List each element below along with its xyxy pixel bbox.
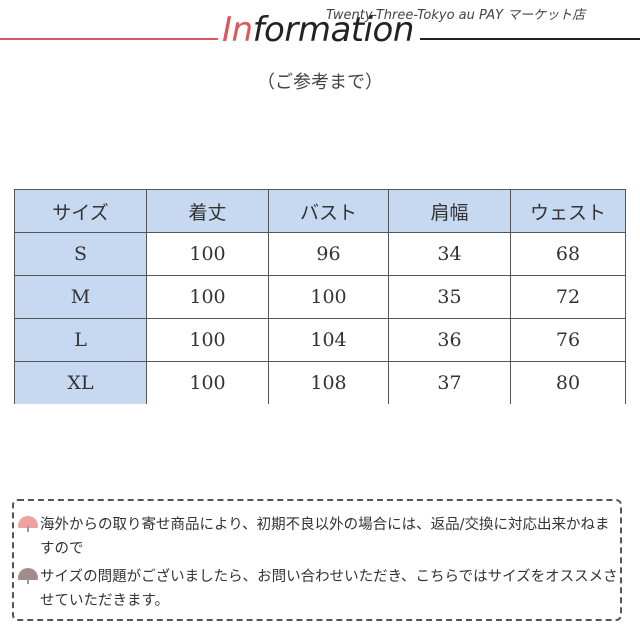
table-row: S 100 96 34 68 [14,232,626,276]
header-cell: 着丈 [146,189,269,233]
fan-icon [18,516,38,532]
table-cell: 68 [510,232,626,276]
table-row: L 100 104 36 76 [14,318,626,362]
table-cell: 34 [388,232,511,276]
size-cell: S [14,232,147,276]
table-cell: 100 [146,361,269,404]
header-cell: サイズ [14,189,147,233]
table-cell: 100 [146,275,269,319]
table-cell: 72 [510,275,626,319]
page-title: Information [222,10,414,50]
size-table: サイズ 着丈 バスト 肩幅 ウェスト S 100 96 34 68 M 100 … [14,189,626,404]
title-line-right [420,38,640,40]
size-cell: M [14,275,147,319]
shop-name: Twenty-Three-Tokyo au PAY マーケット店 [326,8,586,23]
table-cell: 76 [510,318,626,362]
notice-item: 海外からの取り寄せ商品により、初期不良以外の場合には、返品/交換に対応出来かねま… [18,513,620,561]
fan-icon [18,568,38,584]
table-cell: 37 [388,361,511,404]
table-cell: 36 [388,318,511,362]
title-accent: In [222,10,253,50]
header-cell: バスト [268,189,389,233]
size-cell: XL [14,361,147,404]
header-cell: 肩幅 [388,189,511,233]
table-cell: 96 [268,232,389,276]
table-row: M 100 100 35 72 [14,275,626,319]
notice-text: 海外からの取り寄せ商品により、初期不良以外の場合には、返品/交換に対応出来かねま… [40,517,610,557]
table-cell: 108 [268,361,389,404]
subtitle: （ご参考まで） [257,72,383,93]
title-line-left [0,38,218,40]
table-cell: 100 [146,318,269,362]
table-cell: 104 [268,318,389,362]
notice-text: サイズの問題がございましたら、お問い合わせいただき、こちらではサイズをオススメさ… [40,569,618,609]
table-row: XL 100 108 37 80 [14,361,626,404]
table-cell: 35 [388,275,511,319]
table-cell: 100 [146,232,269,276]
notice-box: 海外からの取り寄せ商品により、初期不良以外の場合には、返品/交換に対応出来かねま… [12,499,622,621]
header-cell: ウェスト [510,189,626,233]
notice-item: サイズの問題がございましたら、お問い合わせいただき、こちらではサイズをオススメさ… [18,565,620,613]
size-cell: L [14,318,147,362]
table-cell: 80 [510,361,626,404]
title-rest: formation [252,10,415,50]
table-header-row: サイズ 着丈 バスト 肩幅 ウェスト [14,189,626,233]
table-cell: 100 [268,275,389,319]
